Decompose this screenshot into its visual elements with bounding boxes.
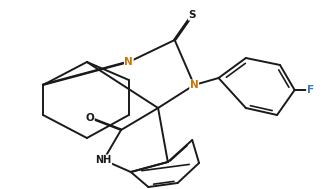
Text: O: O xyxy=(86,113,94,123)
Text: S: S xyxy=(188,10,196,20)
Text: NH: NH xyxy=(95,155,112,165)
Text: N: N xyxy=(124,57,133,67)
Text: F: F xyxy=(307,85,314,95)
Text: N: N xyxy=(190,80,199,90)
